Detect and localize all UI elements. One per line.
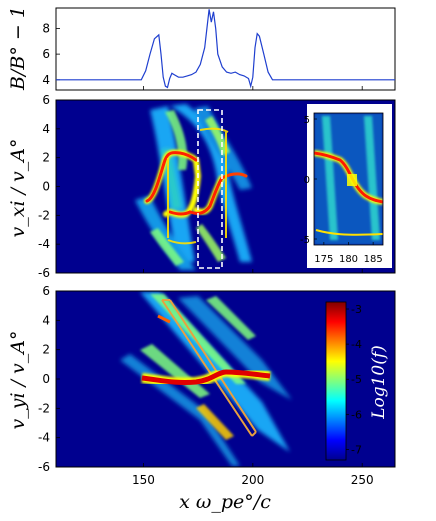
bottom-y-ticks: 6 4 2 0 -2 -4 -6 — [38, 284, 60, 474]
top-panel: 4 6 8 B/B° − 1 — [7, 6, 396, 91]
colorbar-label: Log10(f) — [369, 345, 389, 420]
inset-y-tick-label: 0 — [304, 175, 310, 186]
y-tick-label: 4 — [42, 122, 50, 136]
inset-x-tick-label: 175 — [314, 254, 333, 265]
field-line-series — [56, 9, 395, 89]
y-tick-label: 8 — [42, 22, 50, 36]
y-tick-label: 4 — [42, 73, 50, 87]
inset-x-tick-label: 185 — [364, 254, 383, 265]
x-tick-label: 200 — [241, 473, 264, 487]
middle-y-ticks: 6 4 2 0 -2 -4 -6 — [38, 93, 60, 280]
x-tick-label: 250 — [351, 473, 374, 487]
colorbar-tick-label: -6 — [351, 408, 362, 421]
y-tick-label: -6 — [38, 460, 50, 474]
y-tick-label: 2 — [42, 343, 50, 357]
y-tick-label: -4 — [38, 237, 50, 251]
top-plot-frame — [55, 7, 396, 91]
y-tick-label: -2 — [38, 208, 50, 222]
middle-heatmap — [135, 104, 252, 270]
middle-core-trajectory — [144, 149, 248, 218]
middle-panel: 6 4 2 0 -2 -4 -6 v_xi / v_A° 5 0 -5 175 180 185 — [7, 93, 396, 280]
y-tick-label: 0 — [42, 372, 50, 386]
bottom-panel: 6 4 2 0 -2 -4 -6 150 200 250 v_yi / v_A° x ω_pe°… — [7, 284, 396, 513]
y-tick-label: -4 — [38, 431, 50, 445]
middle-x-ticks — [143, 269, 363, 273]
highlight-box — [197, 109, 223, 269]
inset-panel: 5 0 -5 175 180 185 — [300, 104, 392, 268]
y-tick-label: 4 — [42, 313, 50, 327]
inset-heatmap — [314, 113, 383, 245]
x-tick-label: 150 — [132, 473, 155, 487]
y-tick-label: 6 — [42, 93, 50, 107]
inset-y-ticks: 5 0 -5 — [300, 115, 317, 246]
inset-y-tick-label: -5 — [300, 235, 310, 246]
bottom-orbit-lines — [161, 299, 257, 437]
y-tick-label: 2 — [42, 151, 50, 165]
y-tick-label: -6 — [38, 266, 50, 280]
colorbar-tick-label: -5 — [351, 373, 362, 386]
colorbar-gradient — [325, 301, 347, 461]
x-axis-label: x ω_pe°/c — [179, 491, 271, 513]
bottom-x-ticks: 150 200 250 — [132, 463, 374, 487]
colorbar: -3 -4 -5 -6 -7 Log10(f) — [325, 301, 389, 461]
colorbar-tick-label: -7 — [351, 443, 362, 456]
bottom-heatmap — [120, 292, 292, 466]
inset-x-ticks: 175 180 185 — [314, 242, 383, 265]
bottom-y-axis-label: v_yi / v_A° — [7, 331, 29, 430]
y-tick-label: 6 — [42, 47, 50, 61]
y-tick-label: 6 — [42, 284, 50, 298]
top-x-ticks — [143, 86, 363, 90]
colorbar-tick-label: -3 — [351, 303, 362, 316]
middle-y-axis-label: v_xi / v_A° — [7, 139, 29, 238]
y-tick-label: -2 — [38, 401, 50, 415]
y-tick-label: 0 — [42, 180, 50, 194]
top-y-axis-label: B/B° − 1 — [7, 6, 29, 91]
inset-y-tick-label: 5 — [304, 115, 310, 126]
colorbar-tick-label: -4 — [351, 338, 362, 351]
inset-x-tick-label: 180 — [339, 254, 358, 265]
colorbar-ticks: -3 -4 -5 -6 -7 — [346, 303, 362, 456]
